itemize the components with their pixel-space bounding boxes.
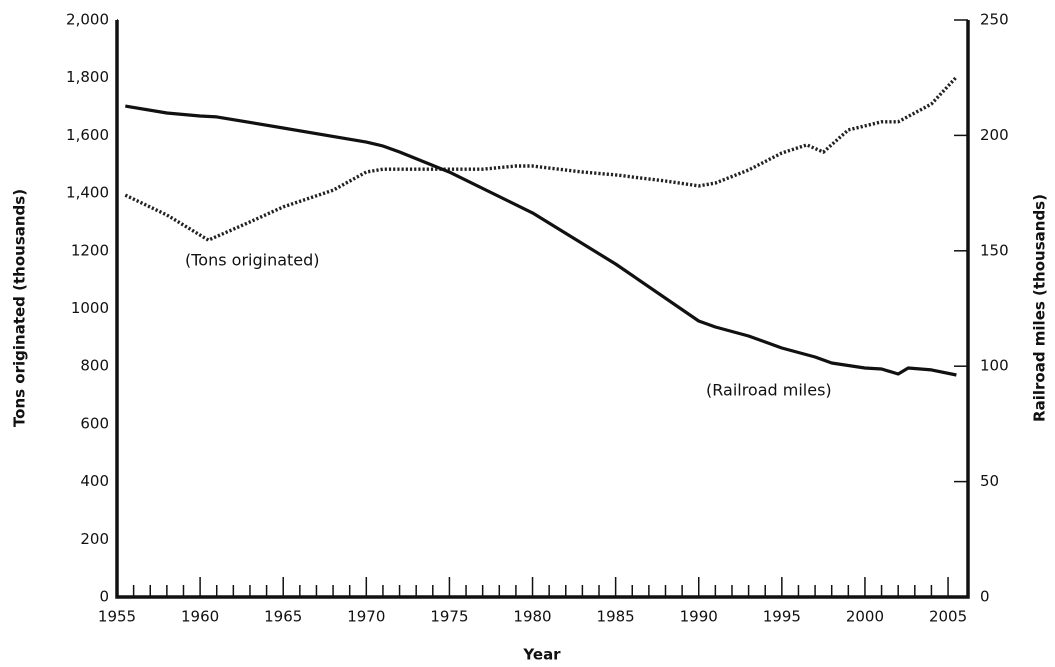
series-annotation: (Tons originated): [185, 251, 320, 270]
x-tick-label: 1970: [347, 608, 385, 626]
x-tick-label: 1990: [680, 608, 718, 626]
x-tick-label: 2000: [846, 608, 884, 626]
y-tick-label: 1000: [71, 299, 109, 317]
y-tick-label: 200: [80, 530, 109, 548]
y2-tick-label: 250: [980, 11, 1009, 29]
y-tick-label: 1,400: [66, 184, 109, 202]
x-tick-label: 1980: [513, 608, 551, 626]
y2-tick-label: 50: [980, 472, 999, 490]
x-tick-label: 1995: [763, 608, 801, 626]
x-tick-label: 1960: [181, 608, 219, 626]
y2-tick-label: 100: [980, 357, 1009, 375]
y2-tick-label: 0: [980, 588, 990, 606]
x-axis-title: Year: [522, 646, 561, 664]
y2-tick-label: 150: [980, 241, 1009, 259]
y2-tick-label: 200: [980, 126, 1009, 144]
x-tick-label: 2005: [929, 608, 967, 626]
y-tick-label: 600: [80, 414, 109, 432]
x-tick-label: 1955: [98, 608, 136, 626]
x-tick-label: 1985: [597, 608, 635, 626]
y-tick-label: 0: [99, 588, 109, 606]
x-tick-label: 1975: [430, 608, 468, 626]
axes: [115, 20, 970, 599]
x-tick-label: 1965: [264, 608, 302, 626]
y-tick-label: 400: [80, 472, 109, 490]
y-tick-label: 1,600: [66, 126, 109, 144]
y-axis-title: Tons originated (thousands): [11, 189, 29, 427]
y-tick-label: 2,000: [66, 11, 109, 29]
y-tick-label: 800: [80, 357, 109, 375]
series-line: [125, 104, 957, 377]
y-tick-label: 1,800: [66, 68, 109, 86]
series-line: [124, 75, 958, 242]
series-annotation: (Railroad miles): [706, 381, 832, 400]
y2-axis-title: Railroad miles (thousands): [1031, 194, 1049, 422]
y-tick-label: 1200: [71, 241, 109, 259]
